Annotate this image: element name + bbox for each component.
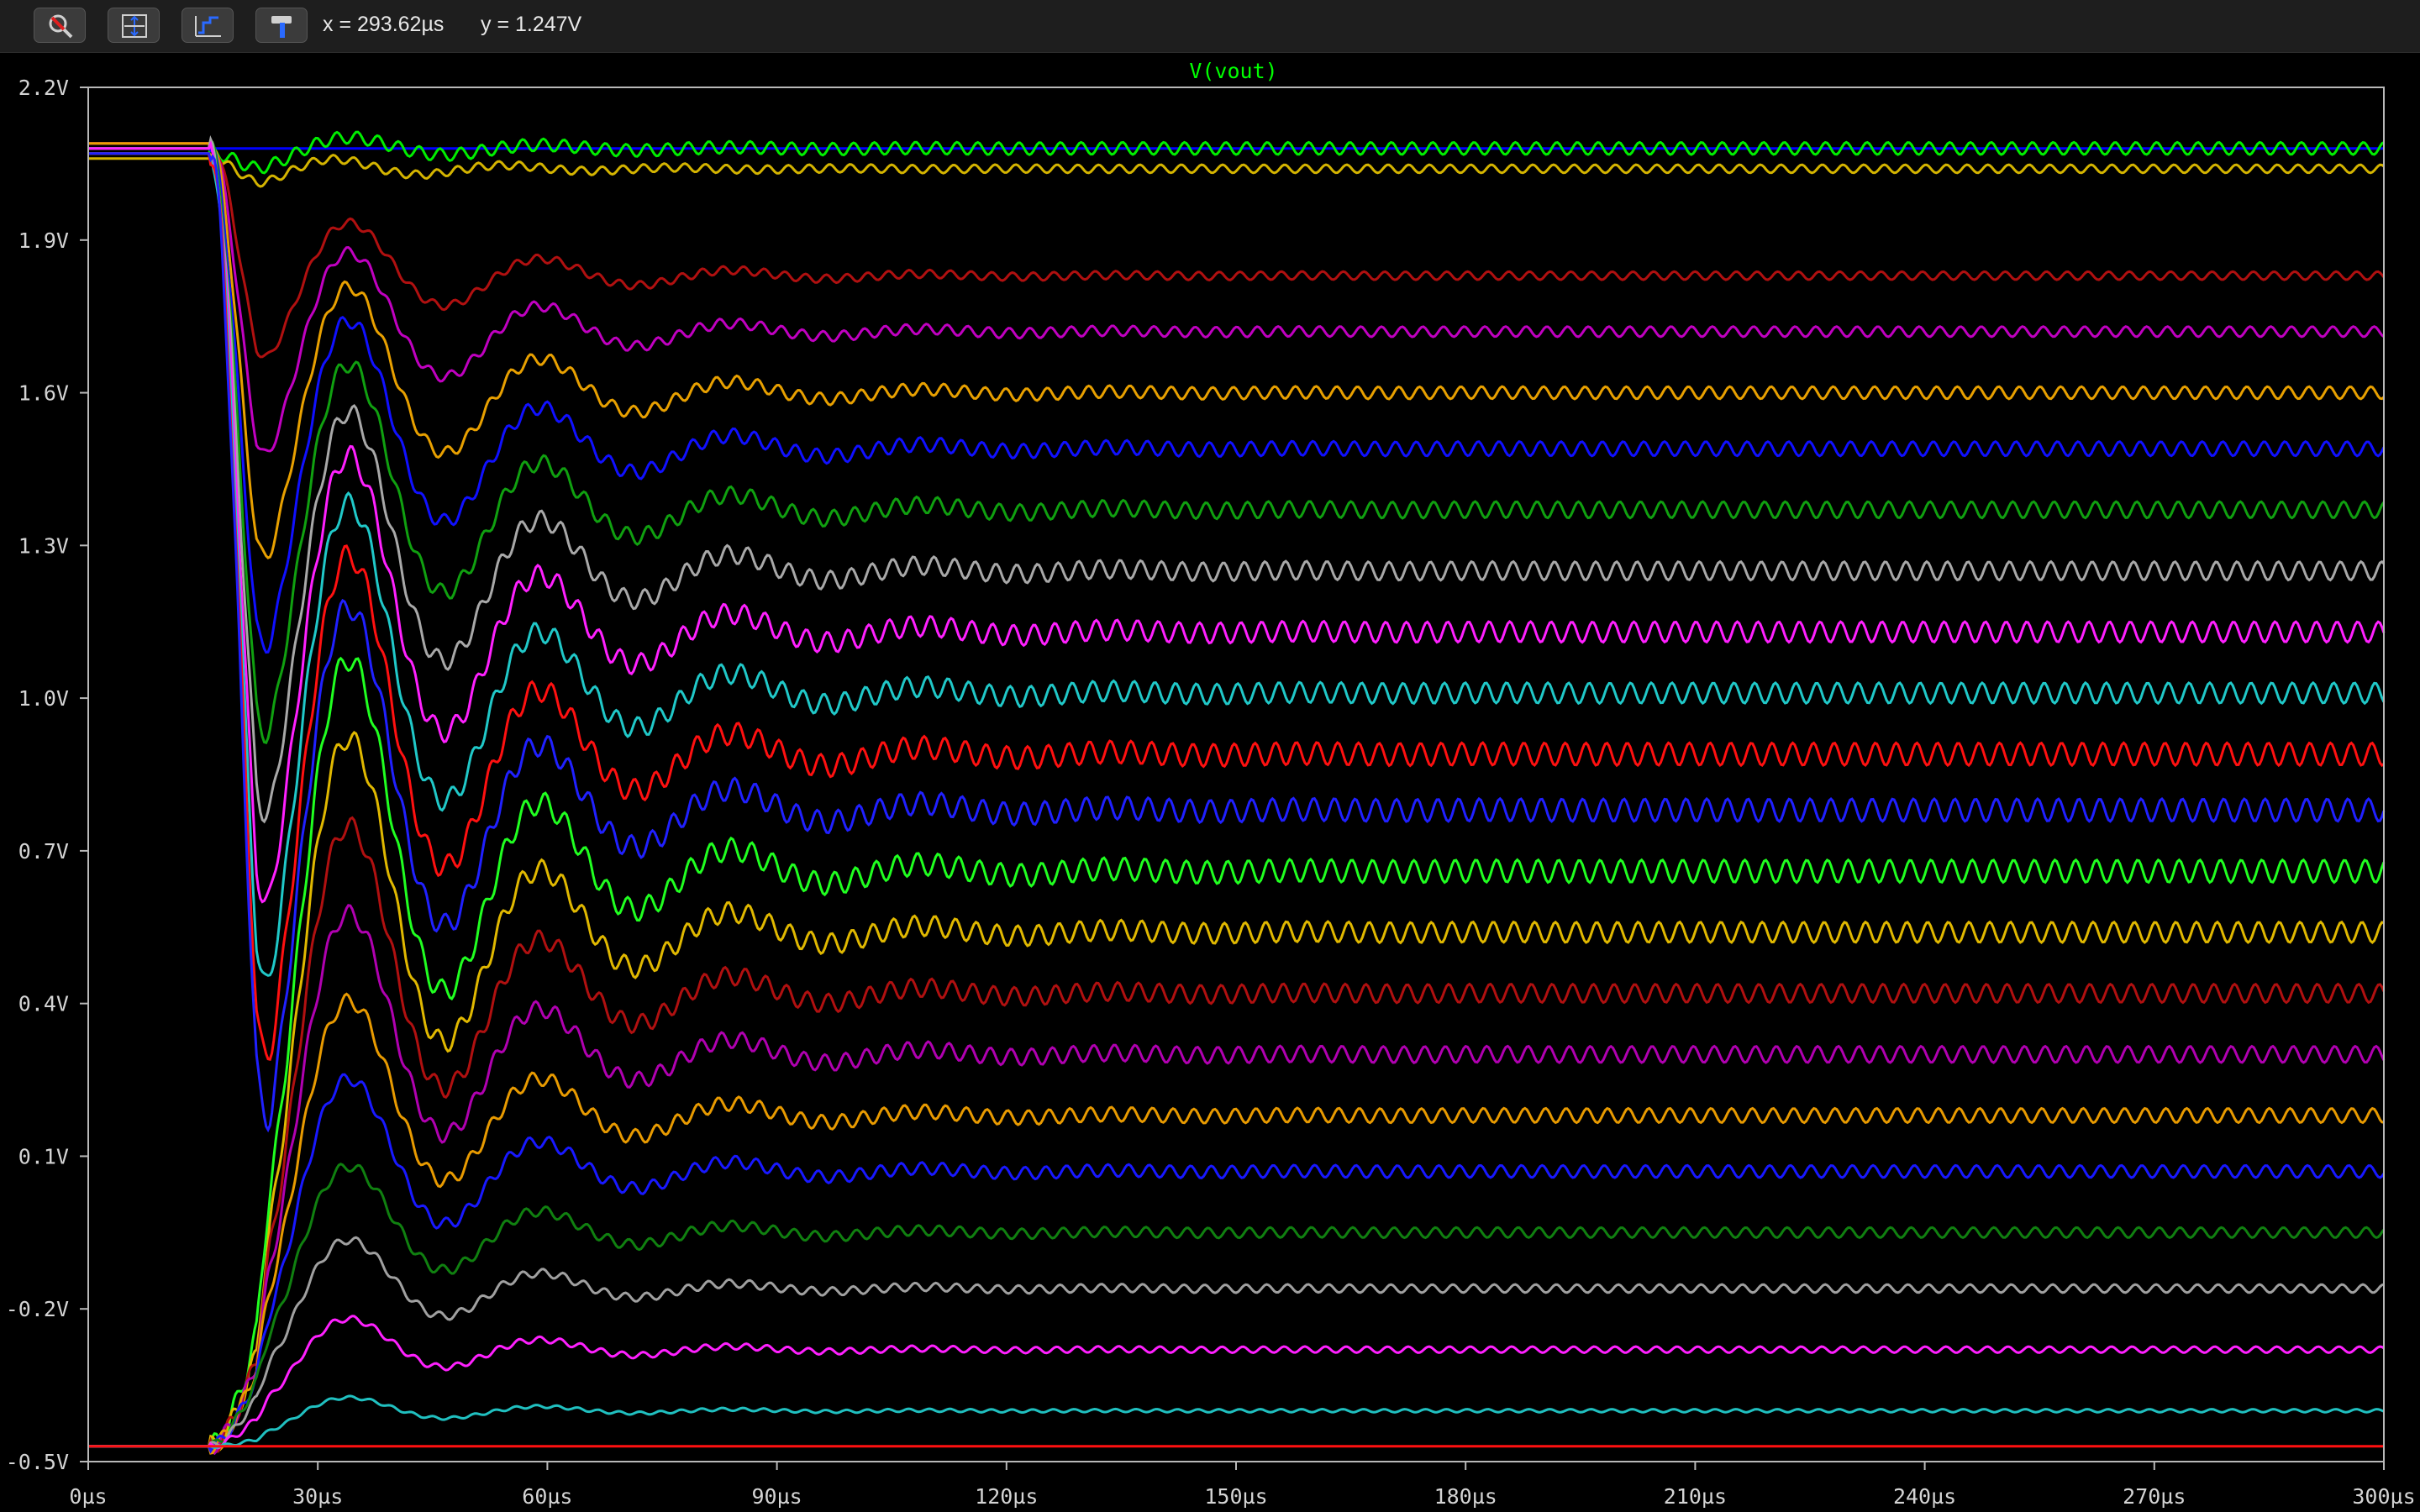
series-line-step9[interactable]: [88, 135, 2386, 824]
series-line-step20[interactable]: [88, 1163, 2386, 1448]
toolbar: x = 293.62µs y = 1.247V: [0, 0, 2420, 53]
series-line-step5[interactable]: [88, 142, 2385, 453]
y-tick-label: -0.2V: [6, 1297, 69, 1321]
series-line-step6[interactable]: [88, 142, 2385, 559]
autorange-button[interactable]: [108, 8, 160, 43]
series-line-step21[interactable]: [88, 1236, 2385, 1448]
y-tick-label: 2.2V: [18, 76, 69, 100]
series-line-step15[interactable]: [88, 731, 2385, 1452]
series-line-step17[interactable]: [88, 904, 2386, 1456]
y-tick-label: 1.3V: [18, 533, 69, 558]
series-line-step2[interactable]: [88, 130, 2385, 175]
y-tick-label: 0.4V: [18, 992, 69, 1016]
zoom-cancel-button[interactable]: [34, 8, 86, 43]
x-tick-label: 30µs: [292, 1484, 343, 1509]
series-line-step16[interactable]: [88, 816, 2386, 1453]
y-tick-label: 0.1V: [18, 1144, 69, 1168]
series-line-step10[interactable]: [88, 140, 2386, 904]
series-line-step23[interactable]: [88, 1394, 2385, 1449]
waveform-icon: [195, 16, 221, 37]
plot-frame: [87, 87, 2385, 1462]
series-line-step18[interactable]: [88, 992, 2385, 1455]
x-tick-label: 0µs: [69, 1484, 107, 1509]
series-layer: [88, 130, 2386, 1456]
y-tick-label: 1.6V: [18, 381, 69, 406]
y-tick-label: 0.7V: [18, 839, 69, 864]
chart-title: V(vout): [1189, 59, 1277, 83]
magnifier-cancel-icon: [49, 14, 73, 39]
series-line-step11[interactable]: [88, 152, 2386, 977]
series-line-step14[interactable]: [88, 656, 2386, 1448]
cursor-y-readout: y = 1.247V: [481, 13, 582, 36]
x-tick-label: 270µs: [2123, 1484, 2186, 1509]
series-line-step13[interactable]: [88, 152, 2386, 1133]
series-line-step4[interactable]: [88, 141, 2386, 359]
series-line-step12[interactable]: [88, 152, 2385, 1061]
x-tick-label: 180µs: [1434, 1484, 1497, 1509]
series-line-step19[interactable]: [88, 1073, 2386, 1454]
y-tick-label: 1.0V: [18, 686, 69, 711]
series-line-step8[interactable]: [88, 140, 2386, 745]
x-tick-label: 300µs: [2352, 1484, 2415, 1509]
hammer-icon: [271, 16, 292, 38]
x-tick-label: 90µs: [751, 1484, 802, 1509]
series-line-step22[interactable]: [88, 1315, 2385, 1450]
waveform-plot[interactable]: V(vout) 0µs 30µs 60µs 90µs 120µs 150µs 180µs 21…: [0, 54, 2420, 1512]
x-tick-label: 120µs: [975, 1484, 1038, 1509]
y-tick-label: 1.9V: [18, 228, 69, 253]
x-tick-label: 240µs: [1893, 1484, 1956, 1509]
y-tick-label: -0.5V: [6, 1450, 69, 1474]
series-line-step3[interactable]: [88, 153, 2385, 188]
axis-ticks: 0µs 30µs 60µs 90µs 120µs 150µs 180µs 210µs 240µs…: [6, 76, 2416, 1509]
waveform-button[interactable]: [182, 8, 234, 43]
x-tick-label: 60µs: [522, 1484, 572, 1509]
hammer-button[interactable]: [255, 8, 308, 43]
x-tick-label: 150µs: [1204, 1484, 1267, 1509]
x-tick-label: 210µs: [1664, 1484, 1727, 1509]
series-line-step7[interactable]: [88, 146, 2386, 654]
cursor-x-readout: x = 293.62µs: [323, 13, 445, 36]
autorange-icon: [122, 14, 147, 38]
